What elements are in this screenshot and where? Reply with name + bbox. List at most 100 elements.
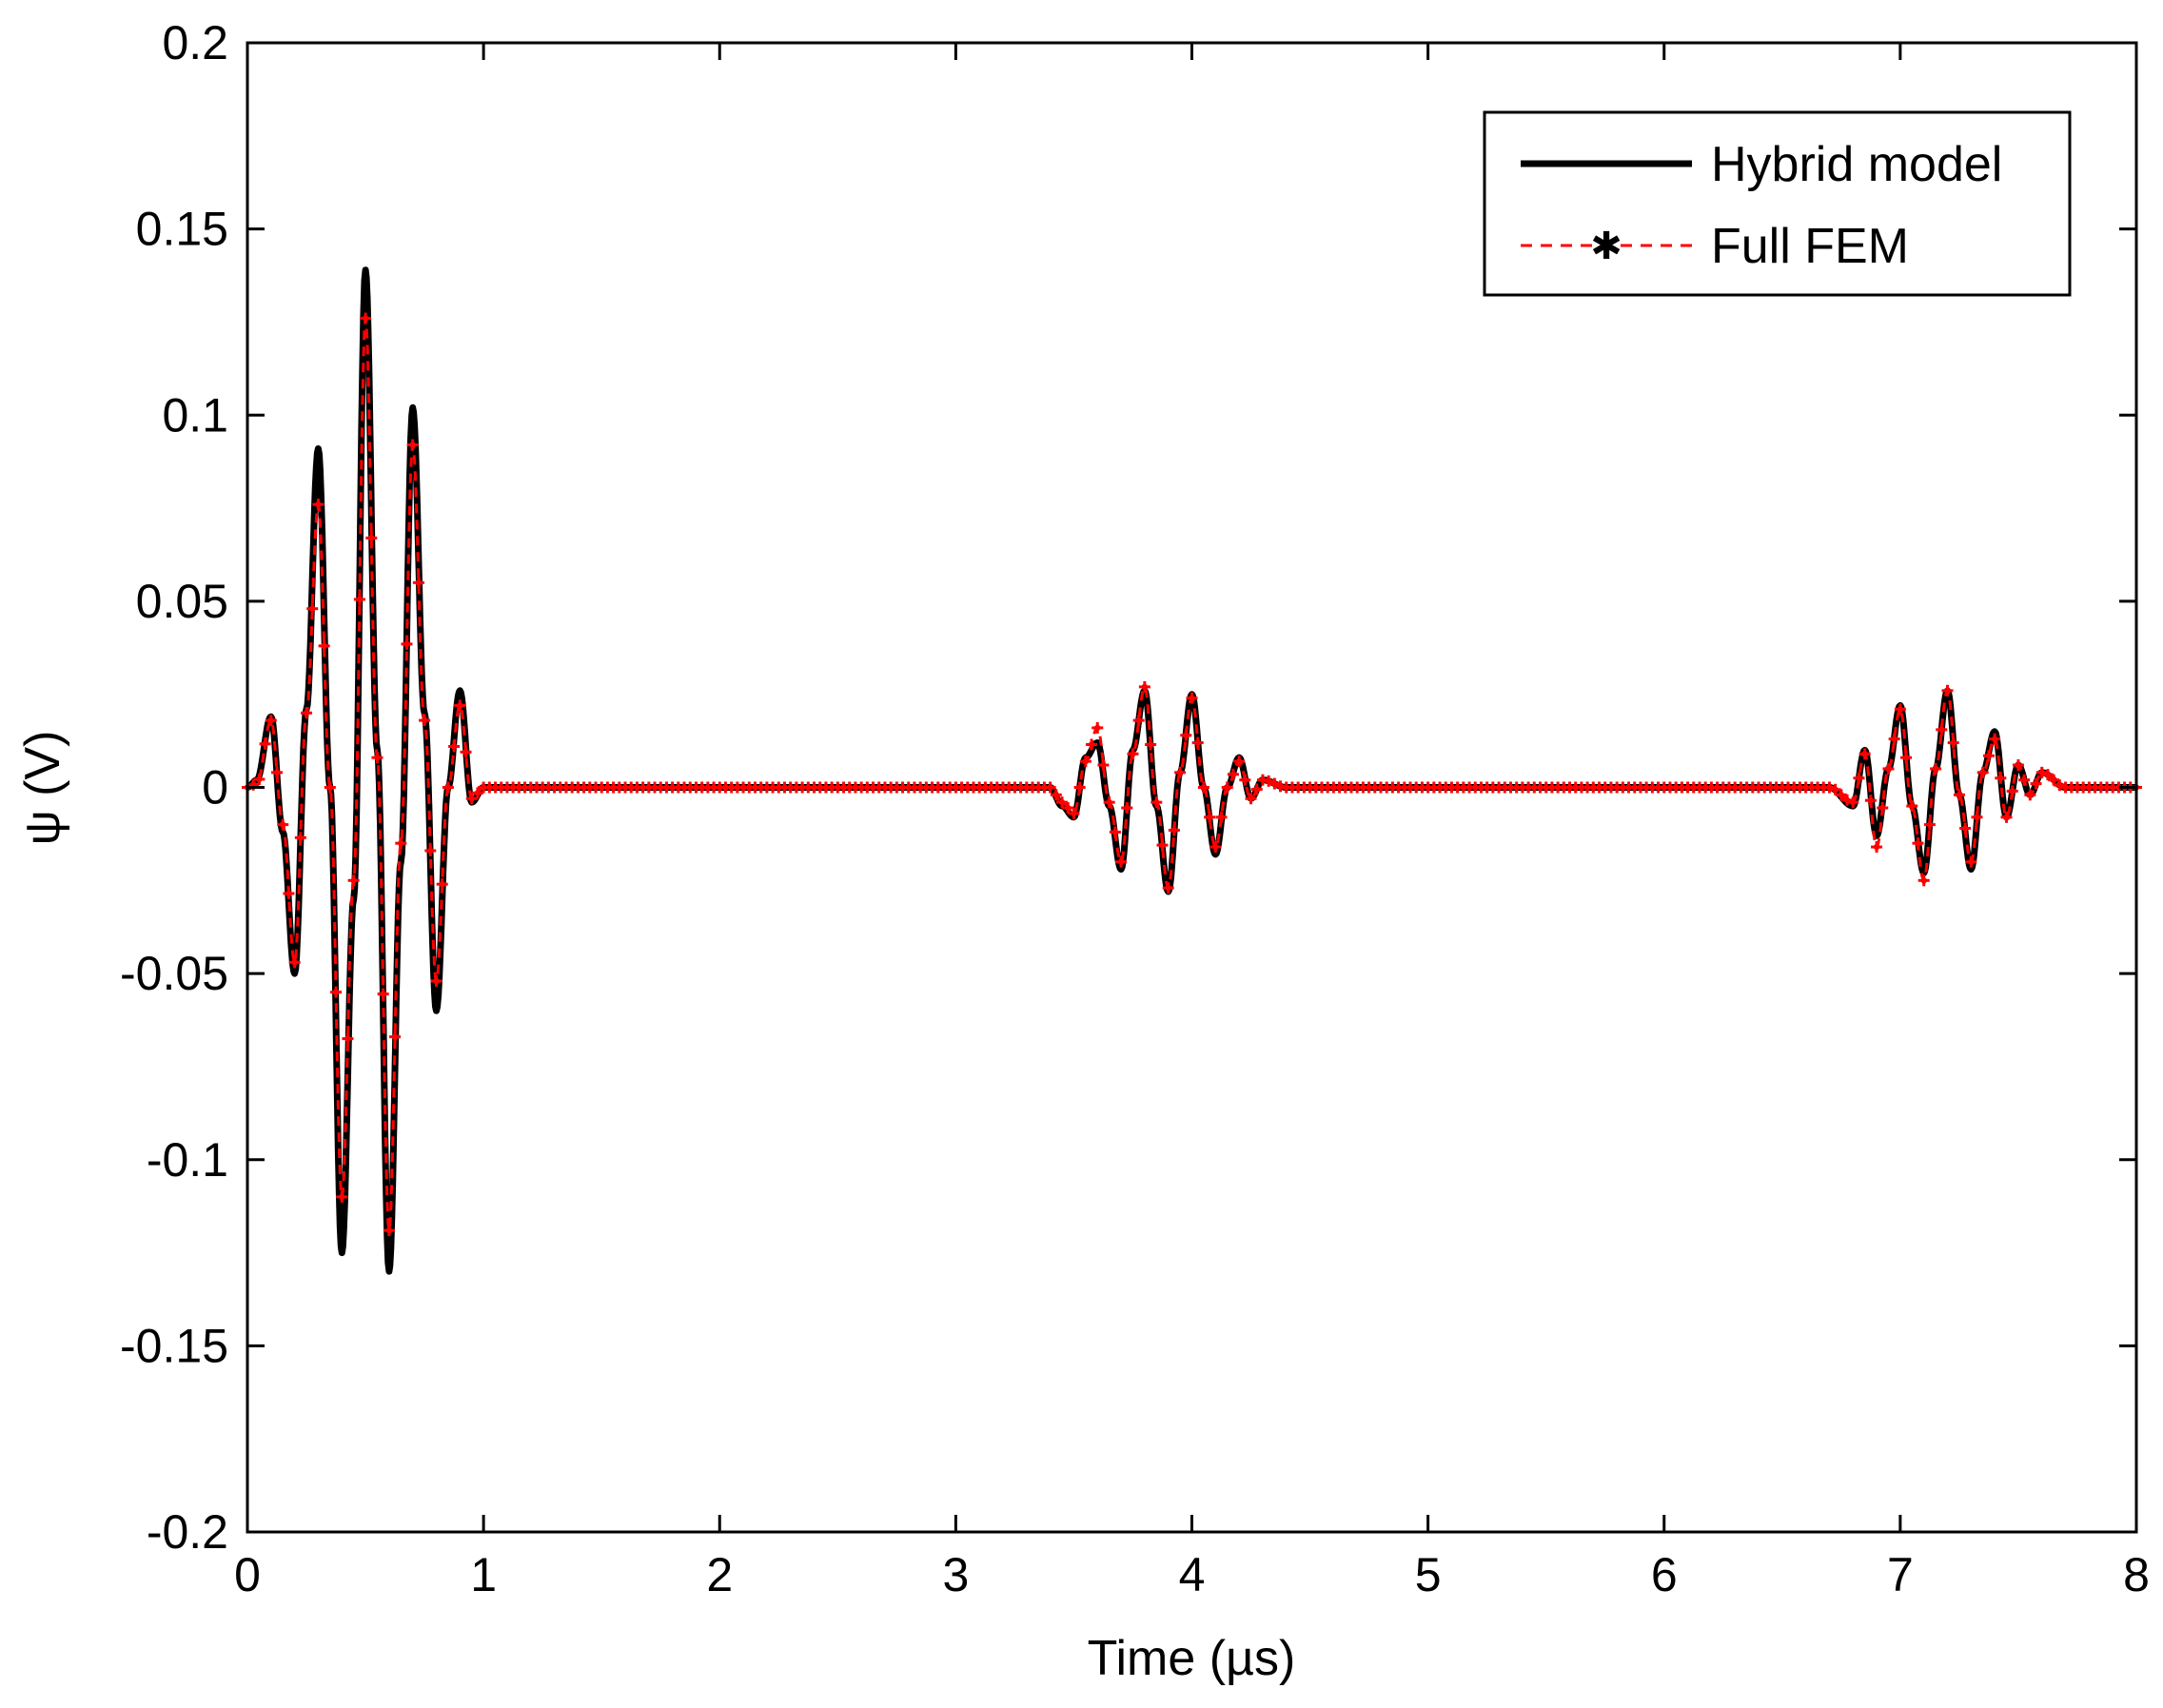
- axis-ticks: 0 1 2 3 4 5 6 7 8 -0.2 -0.15 -0.1 -0.05 0 0.05 0.1 0.15 0…: [120, 16, 2150, 1601]
- data-point-full-fem: [1871, 841, 1883, 854]
- data-point-full-fem: [471, 787, 483, 799]
- data-point-full-fem: [1976, 766, 1989, 778]
- plot-area: [242, 266, 2142, 1275]
- data-point-full-fem: [1044, 781, 1056, 794]
- data-point-full-fem: [465, 793, 478, 805]
- data-point-full-fem: [265, 715, 277, 727]
- data-point-full-fem: [1150, 796, 1163, 809]
- legend-marker-fem: ✱: [1590, 226, 1622, 267]
- data-point-full-fem: [1091, 721, 1104, 734]
- data-point-full-fem: [377, 988, 389, 1000]
- data-point-full-fem: [1127, 748, 1139, 760]
- data-point-full-fem: [1103, 796, 1115, 809]
- data-point-full-fem: [1073, 781, 1086, 794]
- data-point-full-fem: [1056, 796, 1069, 809]
- data-point-full-fem: [1858, 748, 1871, 760]
- data-point-full-fem: [1936, 723, 1948, 736]
- y-tick-label: 0.2: [162, 16, 228, 69]
- y-axis-label: ψ (V): [15, 731, 70, 846]
- data-point-full-fem: [301, 707, 313, 719]
- y-tick-label: 0.05: [136, 575, 228, 628]
- x-tick-label: 6: [1651, 1548, 1678, 1601]
- data-point-full-fem: [324, 781, 336, 794]
- data-point-full-fem: [2113, 781, 2125, 794]
- y-tick-label: -0.1: [147, 1133, 228, 1187]
- data-point-full-fem: [1953, 789, 1965, 801]
- data-point-full-fem: [1959, 822, 1972, 834]
- data-point-full-fem: [1989, 733, 2001, 745]
- x-tick-label: 3: [942, 1548, 969, 1601]
- data-point-full-fem: [1197, 781, 1209, 794]
- data-point-full-fem: [1676, 781, 1688, 794]
- data-point-full-fem: [1263, 775, 1275, 787]
- data-point-full-fem: [353, 593, 365, 605]
- data-point-full-fem: [406, 439, 419, 451]
- data-point-full-fem: [318, 639, 330, 652]
- x-tick-label: 4: [1179, 1548, 1206, 1601]
- x-tick-label: 7: [1887, 1548, 1914, 1601]
- data-point-full-fem: [1186, 692, 1198, 704]
- data-point-full-fem: [1941, 684, 1954, 697]
- data-point-full-fem: [1917, 874, 1930, 887]
- data-point-full-fem: [1156, 839, 1169, 852]
- data-point-full-fem: [1930, 762, 1942, 775]
- y-tick-label: -0.05: [120, 947, 228, 1000]
- data-point-full-fem: [1204, 811, 1216, 823]
- legend-label-fem: Full FEM: [1711, 219, 1909, 274]
- data-point-full-fem: [1829, 783, 1841, 795]
- data-point-full-fem: [483, 781, 496, 794]
- data-point-full-fem: [1912, 837, 1924, 850]
- data-point-full-fem: [1215, 811, 1228, 823]
- data-point-full-fem: [1309, 781, 1322, 794]
- data-point-full-fem: [2000, 811, 2013, 823]
- x-tick-label: 5: [1415, 1548, 1442, 1601]
- data-point-full-fem: [1900, 752, 1913, 764]
- data-point-full-fem: [1174, 766, 1187, 778]
- data-point-full-fem: [524, 781, 537, 794]
- data-point-full-fem: [1062, 802, 1074, 815]
- data-point-full-fem: [2006, 785, 2018, 797]
- data-point-full-fem: [1121, 802, 1133, 815]
- data-point-full-fem: [2024, 789, 2036, 801]
- x-tick-label: 8: [2123, 1548, 2150, 1601]
- data-point-full-fem: [478, 781, 490, 794]
- data-point-full-fem: [1227, 768, 1239, 780]
- data-point-full-fem: [1068, 807, 1080, 819]
- y-tick-label: 0.1: [162, 388, 228, 442]
- data-point-full-fem: [1658, 781, 1670, 794]
- data-point-full-fem: [1835, 789, 1847, 801]
- data-point-full-fem: [342, 1032, 354, 1045]
- data-point-full-fem: [1322, 781, 1334, 794]
- data-point-full-fem: [1947, 736, 1959, 749]
- data-point-full-fem: [1050, 789, 1062, 801]
- data-point-full-fem: [1191, 736, 1204, 749]
- data-point-full-fem: [442, 781, 454, 794]
- data-point-full-fem: [2041, 769, 2054, 781]
- data-point-full-fem: [1923, 818, 1936, 831]
- data-point-full-fem: [330, 986, 343, 998]
- data-point-full-fem: [2012, 759, 2024, 772]
- data-point-full-fem: [1853, 772, 1865, 784]
- data-point-full-fem: [336, 1190, 348, 1203]
- data-point-full-fem: [1138, 680, 1150, 693]
- data-point-full-fem: [448, 740, 461, 753]
- data-point-full-fem: [1894, 703, 1906, 716]
- x-tick-label: 1: [470, 1548, 497, 1601]
- data-point-full-fem: [1451, 781, 1464, 794]
- data-point-full-fem: [312, 499, 324, 511]
- data-point-full-fem: [1233, 756, 1246, 768]
- data-point-full-fem: [2048, 774, 2060, 786]
- data-point-full-fem: [1333, 781, 1346, 794]
- data-point-full-fem: [1145, 738, 1157, 751]
- data-point-full-fem: [1239, 774, 1251, 786]
- data-point-full-fem: [1180, 729, 1192, 741]
- data-point-full-fem: [2030, 777, 2042, 790]
- x-tick-label: 2: [706, 1548, 733, 1601]
- y-tick-label: 0.15: [136, 203, 228, 256]
- data-point-full-fem: [259, 737, 271, 750]
- data-point-full-fem: [383, 1225, 395, 1237]
- data-point-full-fem: [412, 577, 424, 589]
- data-point-full-fem: [725, 781, 737, 794]
- data-point-full-fem: [253, 773, 265, 785]
